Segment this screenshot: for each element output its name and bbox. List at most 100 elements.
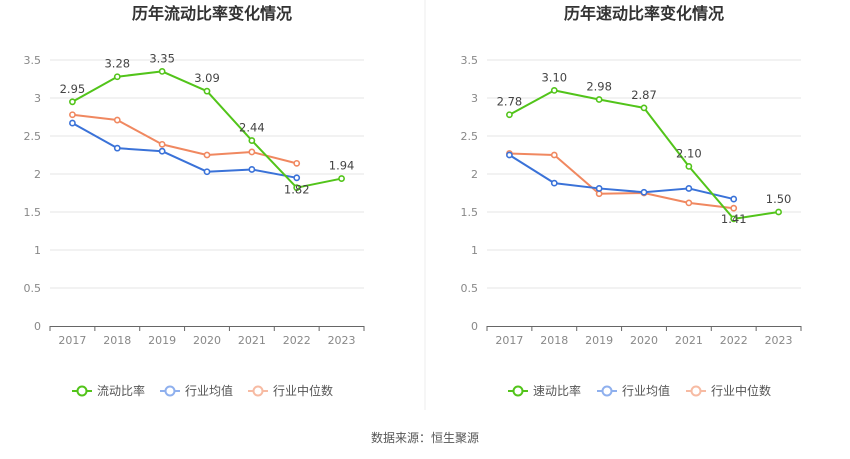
legend-marker	[76, 385, 88, 397]
x-tick-label: 2023	[328, 334, 356, 347]
current-ratio-chart: 历年流动比率变化情况 0 0.5 1 1.5 2 2.5 3 3.5 2017 2018 2019 2…	[24, 4, 365, 398]
data-point-median	[69, 111, 76, 119]
y-tick-label: 0	[34, 320, 41, 333]
y-tick-label: 2	[471, 168, 478, 181]
data-label: 2.10	[676, 146, 702, 160]
data-point-average	[293, 174, 301, 182]
legend-marker	[512, 385, 524, 397]
legend-item-average[interactable]: 行业均值	[597, 383, 670, 398]
data-label: 3.35	[149, 51, 175, 65]
data-point-average	[506, 151, 513, 159]
data-label: 1.41	[721, 212, 747, 226]
data-point-primary	[113, 73, 121, 81]
legend-label: 行业均值	[185, 383, 233, 398]
series-line-average	[508, 154, 734, 201]
data-point-primary	[69, 98, 76, 106]
legend-item-primary[interactable]: 流动比率	[72, 383, 145, 398]
legend-marker	[252, 385, 264, 397]
x-tick-label: 2022	[283, 334, 311, 347]
y-tick-label: 1.5	[24, 206, 42, 219]
legend-label: 行业中位数	[711, 383, 771, 398]
legend-item-average[interactable]: 行业均值	[160, 383, 233, 398]
series-line-median	[509, 152, 734, 210]
y-tick-label: 1	[471, 244, 478, 257]
series-line-median	[72, 113, 297, 165]
y-tick-label: 2	[34, 168, 41, 181]
data-label: 1.82	[284, 183, 310, 197]
x-tick-label: 2023	[765, 334, 793, 347]
y-tick-label: 3.5	[24, 54, 42, 67]
y-tick-label: 2.5	[24, 130, 42, 143]
data-label: 3.10	[541, 70, 567, 84]
data-point-median	[685, 199, 693, 207]
quick-ratio-chart: 历年速动比率变化情况 0 0.5 1 1.5 2 2.5 3 3.5 2017 2018 2019 2…	[461, 4, 802, 398]
legend-label: 行业均值	[622, 383, 670, 398]
data-point-average	[730, 195, 738, 203]
data-label: 1.94	[329, 159, 355, 173]
data-label: 3.09	[194, 71, 220, 85]
legend-item-median[interactable]: 行业中位数	[248, 383, 333, 398]
series-line-average	[71, 122, 297, 179]
x-tick-label: 2020	[630, 334, 658, 347]
legend-marker	[164, 385, 176, 397]
data-point-primary	[506, 111, 513, 119]
data-label: 2.44	[239, 121, 265, 135]
data-point-average	[248, 166, 256, 173]
data-point-median	[293, 159, 301, 167]
data-label: 2.95	[60, 82, 86, 96]
y-tick-label: 2.5	[461, 130, 479, 143]
data-label: 1.50	[766, 192, 792, 206]
legend-marker	[601, 385, 613, 397]
legend-item-primary[interactable]: 速动比率	[508, 383, 581, 398]
data-point-average	[113, 144, 121, 152]
y-tick-label: 0.5	[461, 282, 479, 295]
y-tick-label: 0	[471, 320, 478, 333]
x-tick-label: 2017	[58, 334, 86, 347]
data-point-average	[595, 185, 603, 192]
chart-title: 历年速动比率变化情况	[564, 4, 724, 23]
x-tick-label: 2020	[193, 334, 221, 347]
data-point-average	[685, 185, 693, 192]
data-label: 3.28	[104, 57, 130, 71]
data-point-primary	[640, 104, 648, 112]
data-point-primary	[595, 96, 603, 103]
data-point-median	[248, 148, 256, 156]
x-tick-label: 2019	[585, 334, 613, 347]
data-label: 2.78	[497, 95, 523, 109]
legend-item-median[interactable]: 行业中位数	[686, 383, 771, 398]
legend-label: 速动比率	[533, 383, 581, 398]
data-point-median	[595, 190, 603, 198]
x-tick-label: 2021	[675, 334, 703, 347]
data-point-primary	[730, 215, 738, 223]
data-point-average	[640, 188, 648, 196]
data-point-median	[550, 151, 558, 159]
data-point-average	[158, 147, 166, 155]
data-point-average	[203, 168, 211, 176]
data-point-median	[730, 204, 738, 212]
data-point-primary	[338, 175, 345, 182]
data-point-primary	[293, 184, 301, 192]
y-tick-label: 3.5	[461, 54, 479, 67]
data-point-primary	[158, 68, 166, 75]
data-label: 2.87	[631, 88, 657, 102]
data-point-primary	[248, 137, 256, 144]
x-tick-label: 2018	[103, 334, 131, 347]
y-tick-label: 3	[471, 92, 478, 105]
y-tick-label: 1	[34, 244, 41, 257]
y-tick-label: 0.5	[24, 282, 42, 295]
data-point-median	[158, 140, 166, 148]
x-tick-label: 2019	[148, 334, 176, 347]
y-tick-label: 3	[34, 92, 41, 105]
x-tick-label: 2021	[238, 334, 266, 347]
data-point-primary	[203, 87, 211, 95]
chart-title: 历年流动比率变化情况	[132, 4, 292, 23]
x-tick-label: 2017	[495, 334, 523, 347]
data-point-primary	[775, 208, 782, 216]
y-tick-label: 1.5	[461, 206, 479, 219]
data-point-primary	[685, 162, 693, 170]
data-source-note: 数据来源：恒生聚源	[371, 430, 479, 445]
x-tick-label: 2022	[720, 334, 748, 347]
legend-label: 流动比率	[97, 383, 145, 398]
data-point-primary	[550, 87, 558, 94]
